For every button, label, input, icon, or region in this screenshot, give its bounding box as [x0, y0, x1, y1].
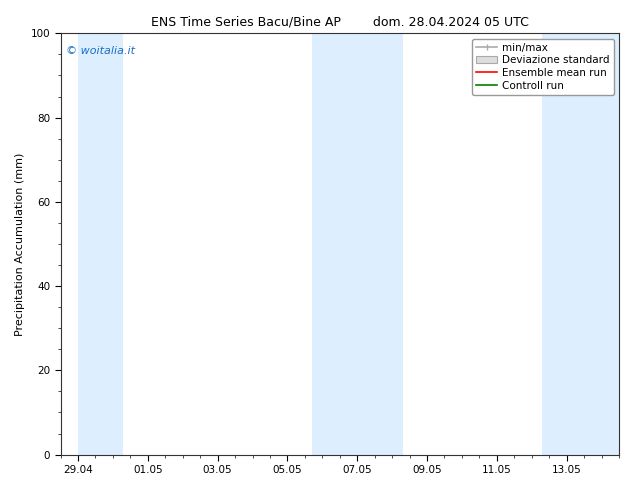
- Y-axis label: Precipitation Accumulation (mm): Precipitation Accumulation (mm): [15, 152, 25, 336]
- Text: © woitalia.it: © woitalia.it: [66, 46, 135, 56]
- Title: ENS Time Series Bacu/Bine AP        dom. 28.04.2024 05 UTC: ENS Time Series Bacu/Bine AP dom. 28.04.…: [151, 15, 529, 28]
- Legend: min/max, Deviazione standard, Ensemble mean run, Controll run: min/max, Deviazione standard, Ensemble m…: [472, 39, 614, 95]
- Bar: [312, 33, 403, 455]
- Bar: [78, 33, 124, 455]
- Bar: [542, 33, 634, 455]
